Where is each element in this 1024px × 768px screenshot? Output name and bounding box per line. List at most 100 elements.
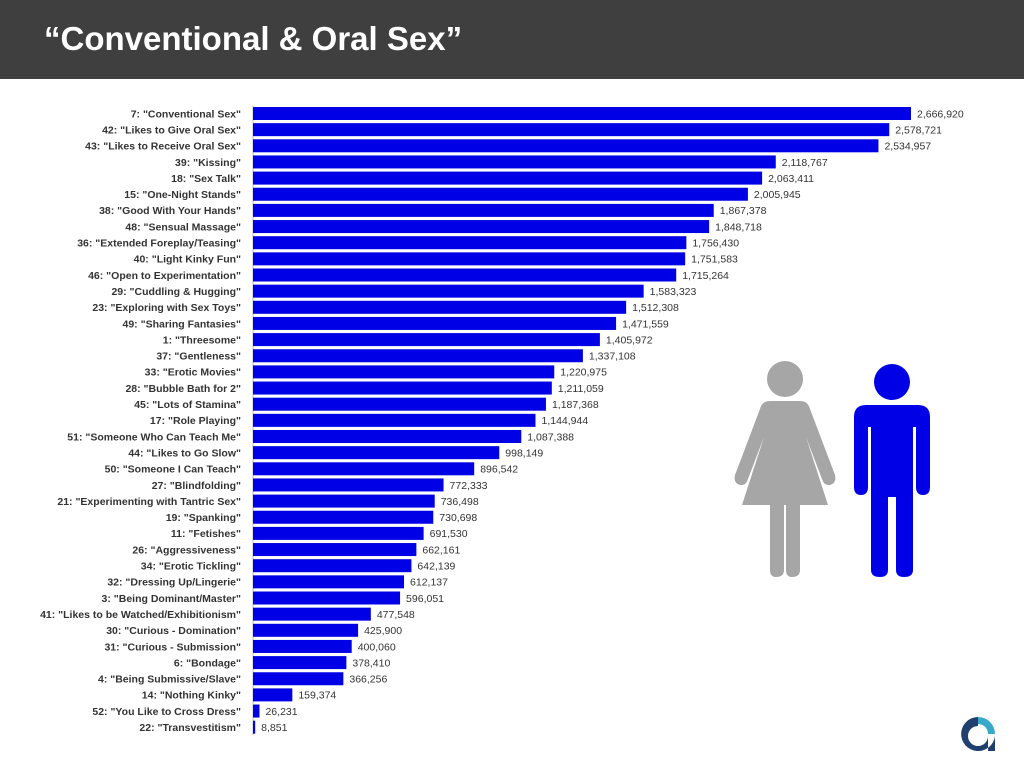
bar xyxy=(253,252,686,266)
category-label: 19: "Spanking" xyxy=(166,512,241,524)
value-label: 2,578,721 xyxy=(895,124,942,136)
category-label: 14: "Nothing Kinky" xyxy=(142,690,241,702)
bar xyxy=(253,187,748,201)
value-label: 159,374 xyxy=(298,690,336,702)
bar xyxy=(253,349,583,363)
bar xyxy=(253,623,359,637)
brand-logo-icon xyxy=(961,717,995,751)
category-label: 7: "Conventional Sex" xyxy=(131,108,241,120)
value-label: 2,005,945 xyxy=(754,189,801,201)
value-label: 366,256 xyxy=(349,674,387,686)
value-label: 1,848,718 xyxy=(715,221,762,233)
value-label: 425,900 xyxy=(364,625,402,637)
bar xyxy=(253,462,475,476)
bar xyxy=(253,284,644,298)
female-figure-icon xyxy=(734,361,836,577)
bar xyxy=(253,430,522,443)
bar xyxy=(253,591,401,605)
bar xyxy=(253,559,412,573)
bar xyxy=(253,720,256,734)
value-label: 2,534,957 xyxy=(884,141,931,153)
male-figure-icon xyxy=(854,364,930,577)
bar xyxy=(253,316,617,330)
bar xyxy=(253,397,546,411)
bar xyxy=(253,639,352,653)
value-label: 2,666,920 xyxy=(917,108,964,120)
value-label: 1,512,308 xyxy=(632,302,679,314)
category-label: 23: "Exploring with Sex Toys" xyxy=(92,302,241,314)
value-label: 1,715,264 xyxy=(682,270,729,282)
category-label: 37: "Gentleness" xyxy=(156,351,241,363)
category-label: 36: "Extended Foreplay/Teasing" xyxy=(77,238,241,250)
category-label: 11: "Fetishes" xyxy=(171,528,241,540)
category-label: 42: "Likes to Give Oral Sex" xyxy=(102,124,241,136)
category-label: 6: "Bondage" xyxy=(174,657,241,669)
value-label: 8,851 xyxy=(261,722,287,734)
category-label: 49: "Sharing Fantasies" xyxy=(123,318,242,330)
category-label: 18: "Sex Talk" xyxy=(171,173,241,185)
value-label: 736,498 xyxy=(441,496,479,508)
category-label: 15: "One-Night Stands" xyxy=(124,189,241,201)
bar xyxy=(253,446,500,460)
value-label: 1,867,378 xyxy=(720,205,767,217)
category-label: 29: "Cuddling & Hugging" xyxy=(111,286,241,298)
bar xyxy=(253,413,536,427)
bar xyxy=(253,607,371,621)
value-label: 1,337,108 xyxy=(589,351,636,363)
value-label: 1,756,430 xyxy=(692,238,739,250)
category-label: 26: "Aggressiveness" xyxy=(132,544,241,556)
value-label: 26,231 xyxy=(265,706,297,718)
category-label: 50: "Someone I Can Teach" xyxy=(105,464,241,476)
title-bar: “Conventional & Oral Sex” xyxy=(0,0,1024,79)
value-label: 1,087,388 xyxy=(527,431,574,443)
category-label: 31: "Curious - Submission" xyxy=(104,641,241,653)
chart-area: 7: "Conventional Sex" 2,666,920 42: "Likes… xyxy=(0,79,1024,768)
value-label: 1,211,059 xyxy=(558,383,604,395)
bar xyxy=(253,203,714,217)
value-label: 596,051 xyxy=(406,593,444,605)
bar xyxy=(253,220,710,234)
value-label: 1,583,323 xyxy=(650,286,697,298)
category-label: 30: "Curious - Domination" xyxy=(106,625,241,637)
category-label: 34: "Erotic Tickling" xyxy=(141,561,241,573)
category-label: 41: "Likes to be Watched/Exhibitionism" xyxy=(40,609,241,621)
value-label: 772,333 xyxy=(450,480,488,492)
category-label: 39: "Kissing" xyxy=(175,157,241,169)
bar xyxy=(253,300,627,314)
bar xyxy=(253,704,260,718)
value-label: 1,405,972 xyxy=(606,334,653,346)
value-label: 477,548 xyxy=(377,609,415,621)
category-label: 4: "Being Submissive/Slave" xyxy=(98,674,241,686)
category-label: 28: "Bubble Bath for 2" xyxy=(125,383,241,395)
bar xyxy=(253,526,424,540)
value-label: 1,220,975 xyxy=(560,367,607,379)
value-label: 1,144,944 xyxy=(541,415,588,427)
bar xyxy=(253,333,600,347)
value-label: 2,118,767 xyxy=(782,157,828,169)
bar xyxy=(253,688,293,702)
bar xyxy=(253,139,879,153)
bar xyxy=(253,494,435,508)
slide-title: “Conventional & Oral Sex” xyxy=(44,20,463,57)
value-label: 998,149 xyxy=(505,447,543,459)
bar xyxy=(253,107,911,120)
bar-chart: 7: "Conventional Sex" 2,666,920 42: "Likes… xyxy=(40,105,964,736)
category-label: 1: "Threesome" xyxy=(163,334,241,346)
value-label: 378,410 xyxy=(352,657,390,669)
bar xyxy=(253,123,890,137)
category-label: 44: "Likes to Go Slow" xyxy=(128,447,241,459)
value-label: 662,161 xyxy=(422,544,460,556)
value-label: 642,139 xyxy=(417,561,455,573)
bar xyxy=(253,656,347,670)
category-label: 33: "Erotic Movies" xyxy=(145,367,241,379)
bar xyxy=(253,236,687,250)
value-label: 1,187,368 xyxy=(552,399,599,411)
category-label: 46: "Open to Experimentation" xyxy=(88,270,241,282)
category-label: 43: "Likes to Receive Oral Sex" xyxy=(85,141,241,153)
value-label: 691,530 xyxy=(430,528,468,540)
value-label: 896,542 xyxy=(480,464,518,476)
value-label: 1,751,583 xyxy=(691,254,738,266)
gender-figures xyxy=(734,361,930,577)
category-label: 51: "Someone Who Can Teach Me" xyxy=(67,431,241,443)
value-label: 1,471,559 xyxy=(622,318,669,330)
